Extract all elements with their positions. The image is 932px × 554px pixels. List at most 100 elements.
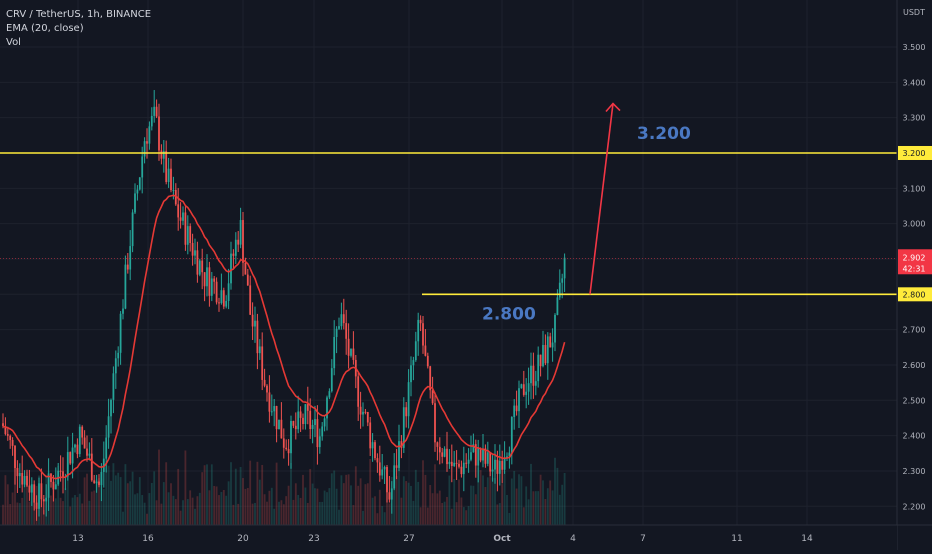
candle-body[interactable] bbox=[136, 189, 139, 194]
candle-body[interactable] bbox=[124, 264, 127, 309]
symbol-title[interactable]: CRV / TetherUS, 1h, BINANCE bbox=[6, 9, 152, 20]
candle-body[interactable] bbox=[90, 453, 93, 481]
candle-body[interactable] bbox=[66, 452, 69, 477]
candle-body[interactable] bbox=[422, 323, 424, 346]
candle-body[interactable] bbox=[162, 150, 165, 159]
candle-body[interactable] bbox=[278, 419, 280, 430]
candle-body[interactable] bbox=[414, 341, 417, 361]
candle-body[interactable] bbox=[210, 278, 213, 296]
support-price-label[interactable]: 2.800 bbox=[482, 304, 536, 324]
candle-body[interactable] bbox=[227, 283, 230, 301]
current-price-badge[interactable] bbox=[898, 249, 932, 275]
candle-body[interactable] bbox=[182, 212, 184, 221]
annotations[interactable]: 3.200 2.800 bbox=[482, 102, 691, 325]
candle-body[interactable] bbox=[179, 217, 182, 221]
candle-body[interactable] bbox=[107, 416, 110, 438]
candle-body[interactable] bbox=[330, 368, 333, 392]
candle-body[interactable] bbox=[458, 463, 460, 467]
candle-body[interactable] bbox=[534, 381, 537, 386]
candle-body[interactable] bbox=[438, 446, 441, 453]
candle-body[interactable] bbox=[28, 485, 31, 493]
candle-body[interactable] bbox=[119, 313, 122, 353]
candle-body[interactable] bbox=[155, 106, 158, 117]
candle-body[interactable] bbox=[148, 126, 151, 144]
level-badge-3200[interactable] bbox=[898, 145, 932, 160]
candle-body[interactable] bbox=[417, 319, 420, 342]
candle-body[interactable] bbox=[294, 425, 297, 430]
candle-body[interactable] bbox=[105, 437, 108, 459]
candle-body[interactable] bbox=[33, 484, 36, 503]
candle-body[interactable] bbox=[138, 177, 141, 190]
candle-body[interactable] bbox=[491, 469, 494, 472]
candle-body[interactable] bbox=[352, 348, 355, 360]
candle-body[interactable] bbox=[258, 346, 261, 354]
candle-body[interactable] bbox=[287, 449, 290, 454]
candle-body[interactable] bbox=[347, 338, 350, 356]
candle-body[interactable] bbox=[208, 267, 211, 296]
candle-body[interactable] bbox=[362, 411, 364, 415]
candle-body[interactable] bbox=[263, 379, 266, 386]
candle-body[interactable] bbox=[376, 458, 379, 463]
candle-body[interactable] bbox=[40, 483, 43, 500]
candle-body[interactable] bbox=[328, 391, 331, 398]
candle-body[interactable] bbox=[74, 444, 76, 448]
candle-body[interactable] bbox=[76, 444, 79, 455]
candle-body[interactable] bbox=[198, 260, 201, 275]
candle-body[interactable] bbox=[9, 435, 12, 440]
candle-body[interactable] bbox=[446, 448, 448, 465]
candle-body[interactable] bbox=[93, 480, 96, 484]
candle-body[interactable] bbox=[515, 405, 518, 412]
candle-body[interactable] bbox=[261, 346, 264, 380]
candle-body[interactable] bbox=[114, 358, 117, 374]
candle-body[interactable] bbox=[88, 453, 91, 456]
candle-body[interactable] bbox=[402, 407, 405, 448]
candle-body[interactable] bbox=[484, 448, 487, 464]
candle-body[interactable] bbox=[234, 239, 237, 256]
candle-body[interactable] bbox=[167, 168, 170, 183]
candle-body[interactable] bbox=[126, 264, 129, 270]
candle-body[interactable] bbox=[316, 419, 319, 448]
candle-body[interactable] bbox=[239, 220, 242, 245]
candle-body[interactable] bbox=[95, 481, 98, 484]
candle-body[interactable] bbox=[400, 441, 403, 448]
candle-body[interactable] bbox=[177, 204, 180, 218]
candle-body[interactable] bbox=[369, 422, 372, 449]
candle-body[interactable] bbox=[47, 473, 50, 498]
candle-body[interactable] bbox=[410, 365, 412, 383]
candle-body[interactable] bbox=[544, 344, 547, 364]
candle-body[interactable] bbox=[81, 426, 84, 438]
candle-body[interactable] bbox=[412, 360, 415, 366]
candle-body[interactable] bbox=[117, 352, 120, 359]
candle-body[interactable] bbox=[268, 392, 271, 412]
candle-body[interactable] bbox=[496, 459, 499, 474]
candle-body[interactable] bbox=[470, 452, 472, 460]
candle-body[interactable] bbox=[549, 336, 552, 348]
candle-body[interactable] bbox=[436, 442, 439, 447]
candle-body[interactable] bbox=[554, 314, 556, 343]
candle-body[interactable] bbox=[520, 384, 523, 389]
candle-body[interactable] bbox=[323, 418, 326, 427]
candle-body[interactable] bbox=[342, 314, 345, 324]
candle-body[interactable] bbox=[542, 344, 544, 367]
candle-body[interactable] bbox=[86, 448, 88, 456]
candle-body[interactable] bbox=[6, 434, 9, 436]
candle-body[interactable] bbox=[59, 470, 62, 472]
candle-body[interactable] bbox=[335, 328, 338, 338]
candle-body[interactable] bbox=[338, 326, 340, 329]
candle-body[interactable] bbox=[11, 439, 14, 446]
candle-body[interactable] bbox=[254, 320, 256, 327]
candle-body[interactable] bbox=[340, 314, 343, 327]
candle-body[interactable] bbox=[539, 354, 542, 367]
candle-body[interactable] bbox=[306, 404, 309, 411]
candle-body[interactable] bbox=[158, 116, 160, 151]
candle-body[interactable] bbox=[455, 462, 458, 464]
candle-body[interactable] bbox=[474, 444, 477, 466]
candle-body[interactable] bbox=[213, 278, 216, 282]
candle-body[interactable] bbox=[482, 448, 484, 461]
candle-body[interactable] bbox=[453, 462, 456, 467]
candle-body[interactable] bbox=[251, 314, 254, 327]
candle-body[interactable] bbox=[460, 466, 463, 475]
candle-body[interactable] bbox=[225, 300, 228, 307]
candle-body[interactable] bbox=[201, 260, 204, 273]
